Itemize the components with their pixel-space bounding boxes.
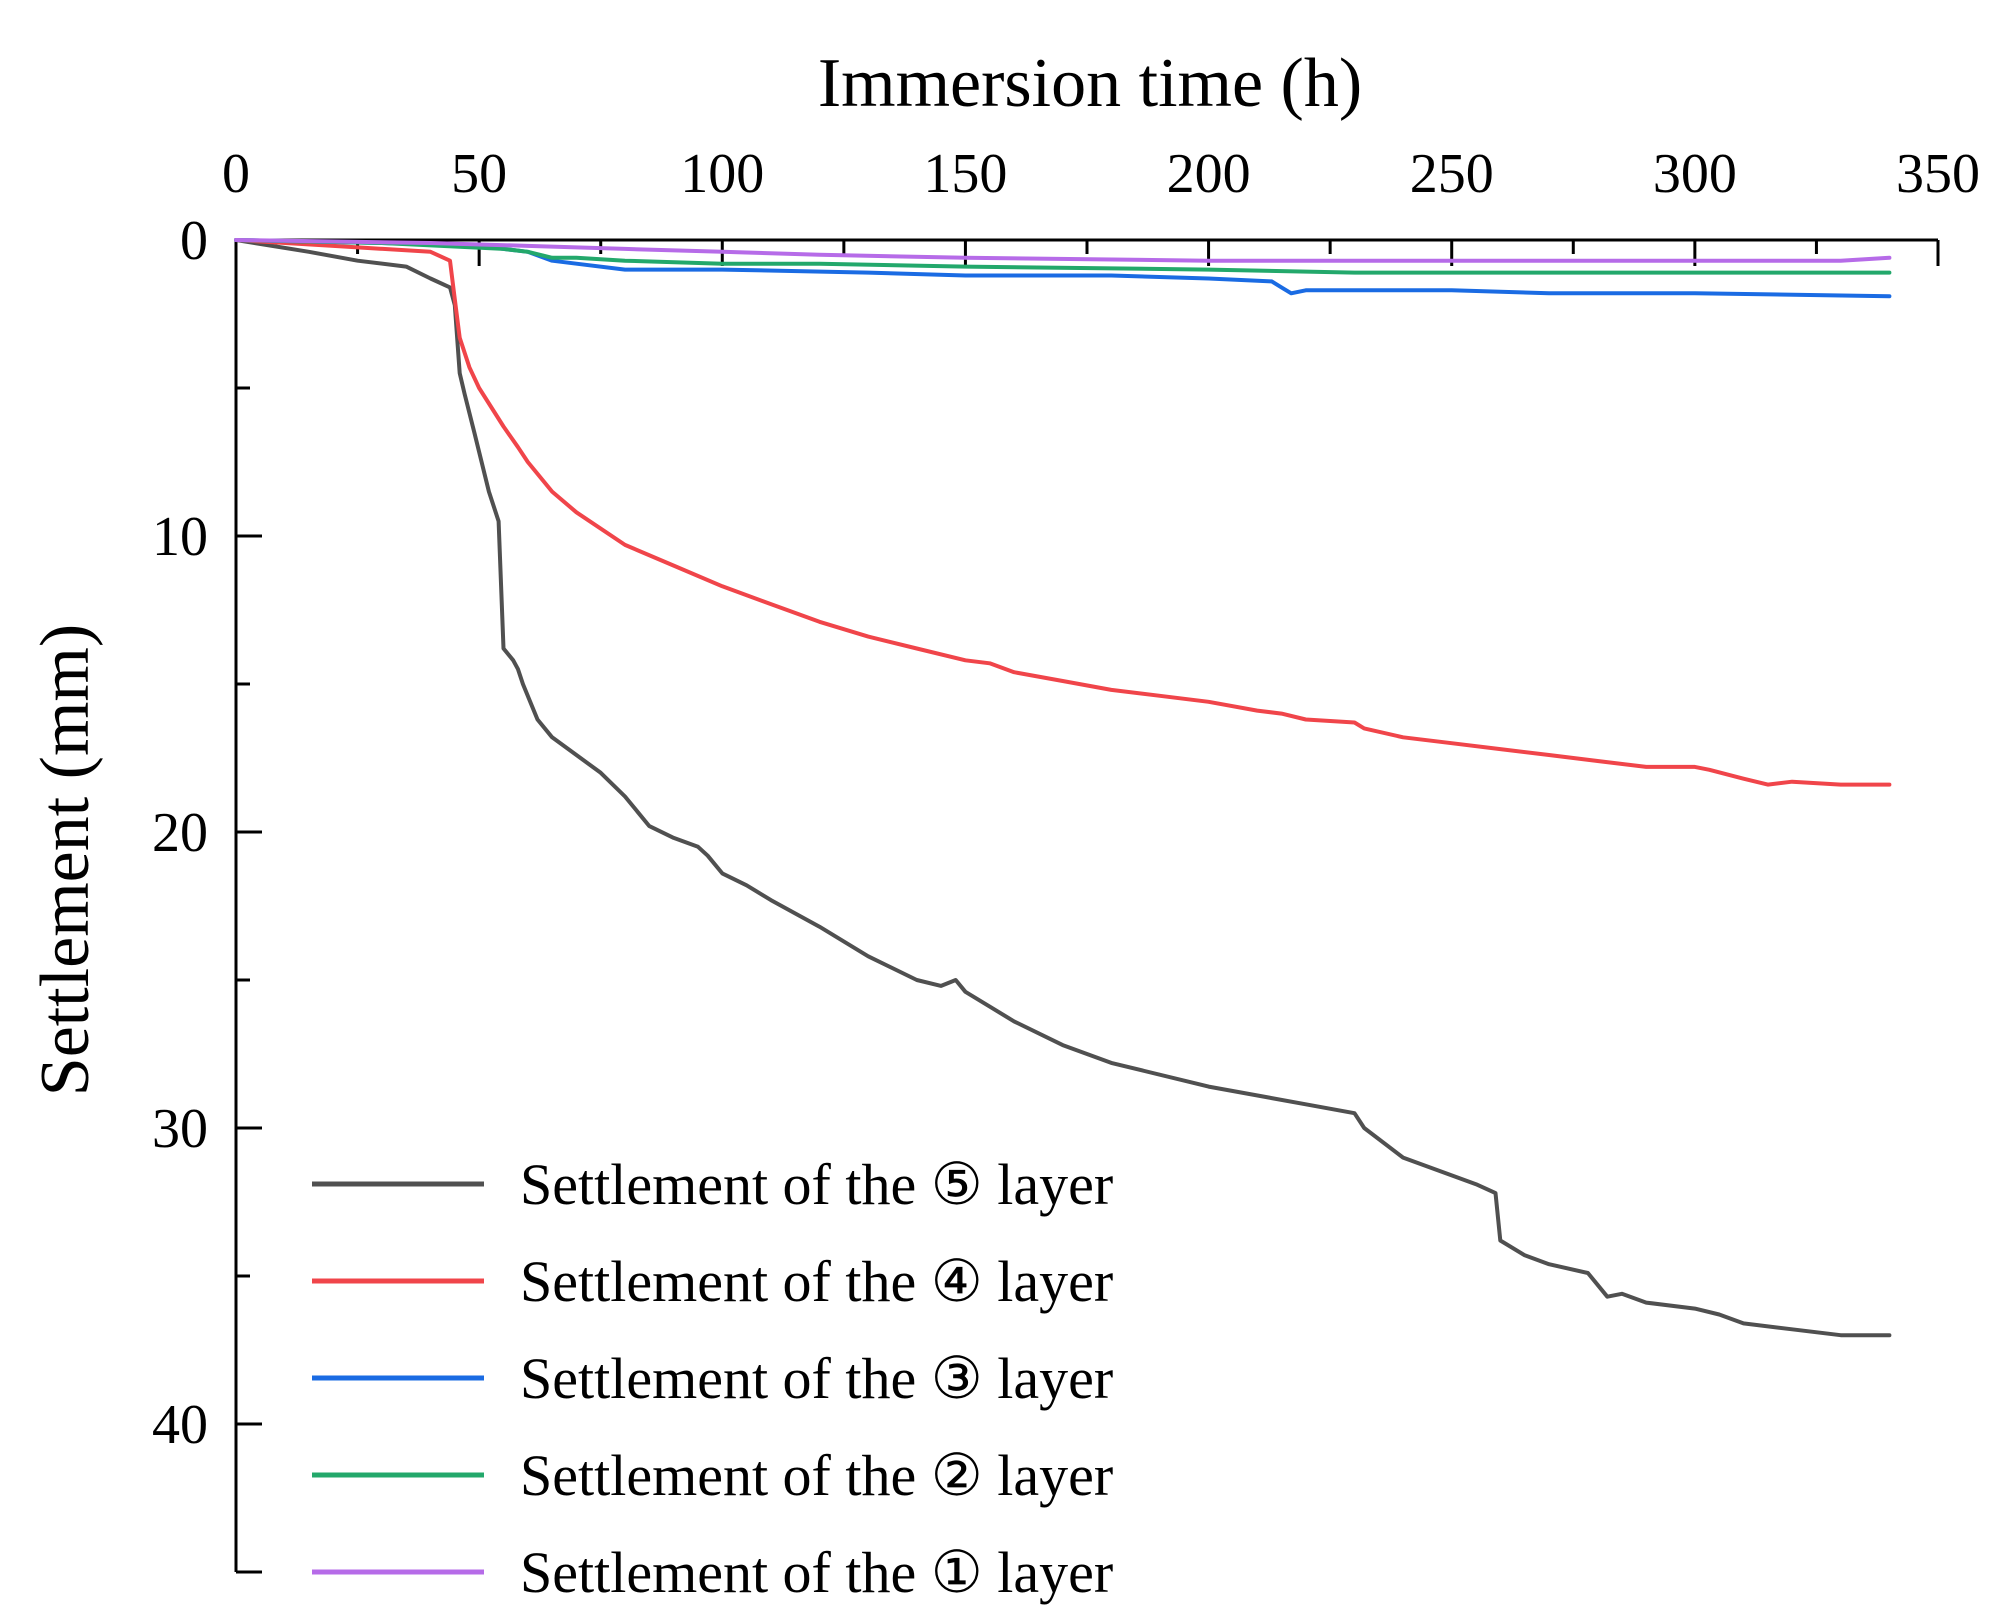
series-line-2 [234, 238, 1892, 787]
y-tick-label: 30 [152, 1098, 208, 1160]
legend-label: Settlement of the ① layer [520, 1540, 1113, 1605]
series-line-1 [234, 238, 1892, 1338]
x-tick-label: 200 [1167, 143, 1251, 205]
legend-label: Settlement of the ⑤ layer [520, 1152, 1113, 1217]
legend: Settlement of the ⑤ layer Settlement of t… [312, 1152, 1113, 1605]
legend-label: Settlement of the ③ layer [520, 1346, 1113, 1411]
series-line-5 [234, 238, 1892, 263]
series-group [234, 238, 1892, 1338]
x-tick-label: 0 [222, 143, 250, 205]
y-axis-ticks: 0 10 20 30 40 [152, 210, 262, 1574]
y-tick-label: 0 [180, 210, 208, 272]
series-line-4 [234, 238, 1892, 275]
y-axis-title: Settlement (mm) [27, 624, 104, 1096]
legend-label: Settlement of the ② layer [520, 1443, 1113, 1508]
x-tick-label: 250 [1410, 143, 1494, 205]
x-tick-label: 50 [451, 143, 507, 205]
y-tick-label: 10 [152, 506, 208, 568]
x-tick-label: 100 [680, 143, 764, 205]
x-tick-label: 300 [1653, 143, 1737, 205]
x-axis-title: Immersion time (h) [818, 45, 1362, 122]
y-tick-label: 20 [152, 802, 208, 864]
legend-label: Settlement of the ④ layer [520, 1249, 1113, 1314]
x-tick-label: 150 [923, 143, 1007, 205]
x-tick-label: 350 [1896, 143, 1980, 205]
y-tick-label: 40 [152, 1394, 208, 1456]
